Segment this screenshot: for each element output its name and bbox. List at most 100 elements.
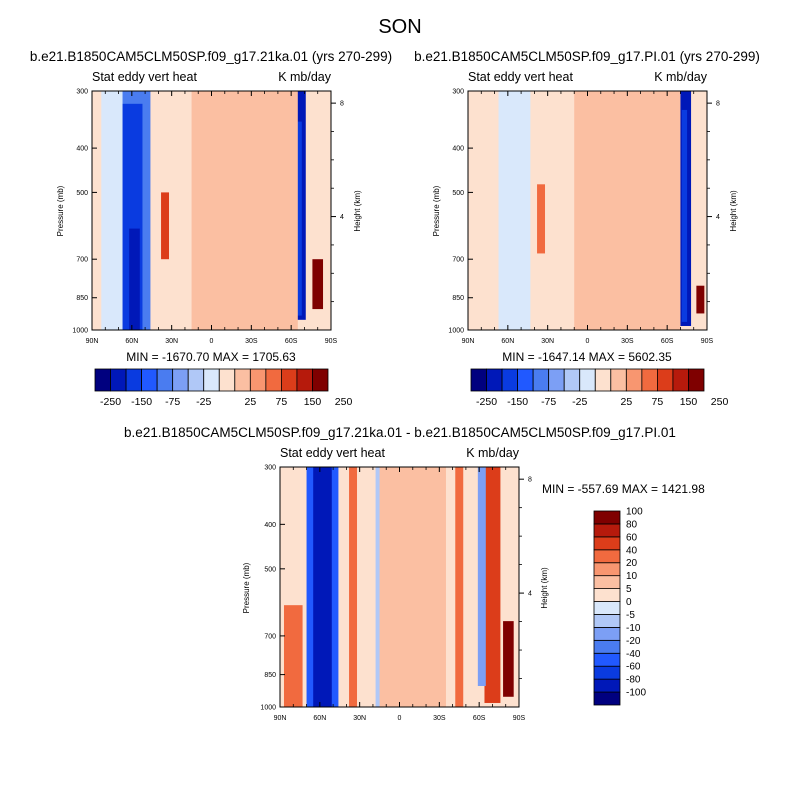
colorbar-box bbox=[593, 665, 621, 680]
panel-2-right-label: K mb/day bbox=[654, 70, 708, 84]
panel-1-left-label: Stat eddy vert heat bbox=[92, 70, 197, 84]
colorbar-label: -25 bbox=[572, 396, 587, 408]
colorbar-box bbox=[94, 368, 111, 392]
colorbar-box bbox=[593, 601, 621, 615]
colorbar-box bbox=[218, 368, 236, 392]
colorbar-label: -80 bbox=[626, 675, 641, 686]
x-tick-label: 30N bbox=[353, 715, 366, 722]
x-tick-label: 60N bbox=[313, 715, 326, 722]
colorbar-box bbox=[234, 368, 251, 392]
colorbar-box bbox=[610, 368, 627, 392]
height-tick-label: 4 bbox=[528, 591, 532, 598]
colorbar-label: -150 bbox=[507, 396, 528, 408]
panel-2-case-title: b.e21.B1850CAM5CLM50SP.f09_g17.PI.01 (yr… bbox=[414, 49, 760, 64]
heatmap-band bbox=[129, 228, 140, 330]
colorbar-label: 80 bbox=[626, 519, 638, 530]
colorbar-box bbox=[593, 536, 621, 551]
x-tick-label: 30N bbox=[165, 338, 178, 345]
panel-1-right-label: K mb/day bbox=[278, 70, 332, 84]
colorbar-box bbox=[593, 523, 621, 538]
colorbar-box bbox=[280, 368, 298, 392]
colorbar-box bbox=[548, 368, 565, 392]
heatmap-band bbox=[477, 467, 486, 686]
colorbar-box bbox=[688, 368, 705, 392]
colorbar-box bbox=[312, 368, 329, 392]
heatmap-band bbox=[455, 467, 464, 707]
y-tick-label: 1000 bbox=[260, 705, 276, 712]
colorbar-label: 75 bbox=[652, 396, 664, 408]
colorbar-box bbox=[593, 639, 621, 654]
y-tick-label: 300 bbox=[264, 465, 276, 472]
colorbar-box bbox=[593, 562, 621, 577]
panel-2-left-label: Stat eddy vert heat bbox=[468, 70, 573, 84]
colorbar-label: -100 bbox=[626, 688, 646, 699]
colorbar-label: 250 bbox=[335, 396, 353, 408]
colorbar-box bbox=[641, 368, 658, 392]
colorbar-box bbox=[672, 368, 689, 392]
height-tick-label: 8 bbox=[340, 101, 344, 108]
colorbar-box bbox=[593, 549, 621, 564]
y-tick-label: 400 bbox=[264, 522, 276, 529]
colorbar-box bbox=[296, 368, 313, 392]
x-tick-label: 30S bbox=[621, 338, 634, 345]
y-tick-label: 500 bbox=[452, 190, 464, 197]
panel-3-ylabel-right: Height (km) bbox=[540, 567, 549, 609]
x-tick-label: 60S bbox=[661, 338, 674, 345]
heatmap-band bbox=[293, 121, 302, 316]
colorbar-label: 250 bbox=[711, 396, 729, 408]
heatmap-band bbox=[312, 259, 324, 310]
panel-1-ylabel: Pressure (mb) bbox=[56, 185, 65, 236]
panel-2-ylabel-right: Height (km) bbox=[729, 190, 738, 232]
colorbar-box bbox=[470, 368, 487, 392]
colorbar-box bbox=[517, 368, 534, 392]
colorbar-box bbox=[486, 368, 503, 392]
colorbar-box bbox=[156, 368, 174, 392]
y-tick-label: 700 bbox=[76, 257, 88, 264]
colorbar-box bbox=[501, 368, 519, 392]
panel-2: b.e21.B1850CAM5CLM50SP.f09_g17.PI.01 (yr… bbox=[414, 49, 760, 408]
colorbar-label: 5 bbox=[626, 584, 632, 595]
colorbar-label: 100 bbox=[626, 507, 643, 518]
x-tick-label: 60S bbox=[285, 338, 298, 345]
heatmap-band bbox=[101, 91, 123, 330]
y-tick-label: 700 bbox=[452, 257, 464, 264]
x-tick-label: 30N bbox=[541, 338, 554, 345]
colorbar-label: 150 bbox=[304, 396, 322, 408]
colorbar-box bbox=[125, 368, 142, 392]
x-tick-label: 0 bbox=[210, 338, 214, 345]
y-tick-label: 850 bbox=[264, 672, 276, 679]
panel-3-left-label: Stat eddy vert heat bbox=[280, 446, 385, 460]
colorbar-box bbox=[593, 627, 621, 641]
heatmap-band bbox=[484, 467, 501, 703]
y-tick-label: 1000 bbox=[72, 328, 88, 335]
x-tick-label: 60N bbox=[125, 338, 138, 345]
x-tick-label: 90S bbox=[325, 338, 338, 345]
colorbar-label: 75 bbox=[276, 396, 288, 408]
x-tick-label: 60N bbox=[501, 338, 514, 345]
colorbar-box bbox=[593, 510, 621, 525]
panel-3-right-label: K mb/day bbox=[466, 446, 520, 460]
x-tick-label: 90S bbox=[513, 715, 526, 722]
y-tick-label: 850 bbox=[76, 295, 88, 302]
x-tick-label: 30S bbox=[245, 338, 258, 345]
colorbar-box bbox=[563, 368, 581, 392]
colorbar-box bbox=[593, 614, 621, 628]
colorbar-label: 150 bbox=[680, 396, 698, 408]
heatmap-band bbox=[161, 192, 170, 260]
y-tick-label: 700 bbox=[264, 633, 276, 640]
heatmap-band bbox=[191, 91, 298, 330]
heatmap-band bbox=[379, 467, 446, 707]
y-tick-label: 500 bbox=[264, 566, 276, 573]
panel-2-heatmap bbox=[468, 91, 707, 330]
colorbar-label: 25 bbox=[244, 396, 256, 408]
colorbar-label: -250 bbox=[476, 396, 497, 408]
x-tick-label: 30S bbox=[433, 715, 446, 722]
panel-2-ylabel: Pressure (mb) bbox=[432, 185, 441, 236]
panel-1: b.e21.B1850CAM5CLM50SP.f09_g17.21ka.01 (… bbox=[30, 49, 392, 408]
colorbar-label: 60 bbox=[626, 532, 638, 543]
panel-2-axes: 90N 60N 30N 0 30S 60S 90S 300 400 500 700 850 1000 8 4 bbox=[448, 89, 720, 346]
colorbar-box bbox=[593, 588, 621, 602]
panel-3: b.e21.B1850CAM5CLM50SP.f09_g17.21ka.01 -… bbox=[124, 425, 705, 722]
